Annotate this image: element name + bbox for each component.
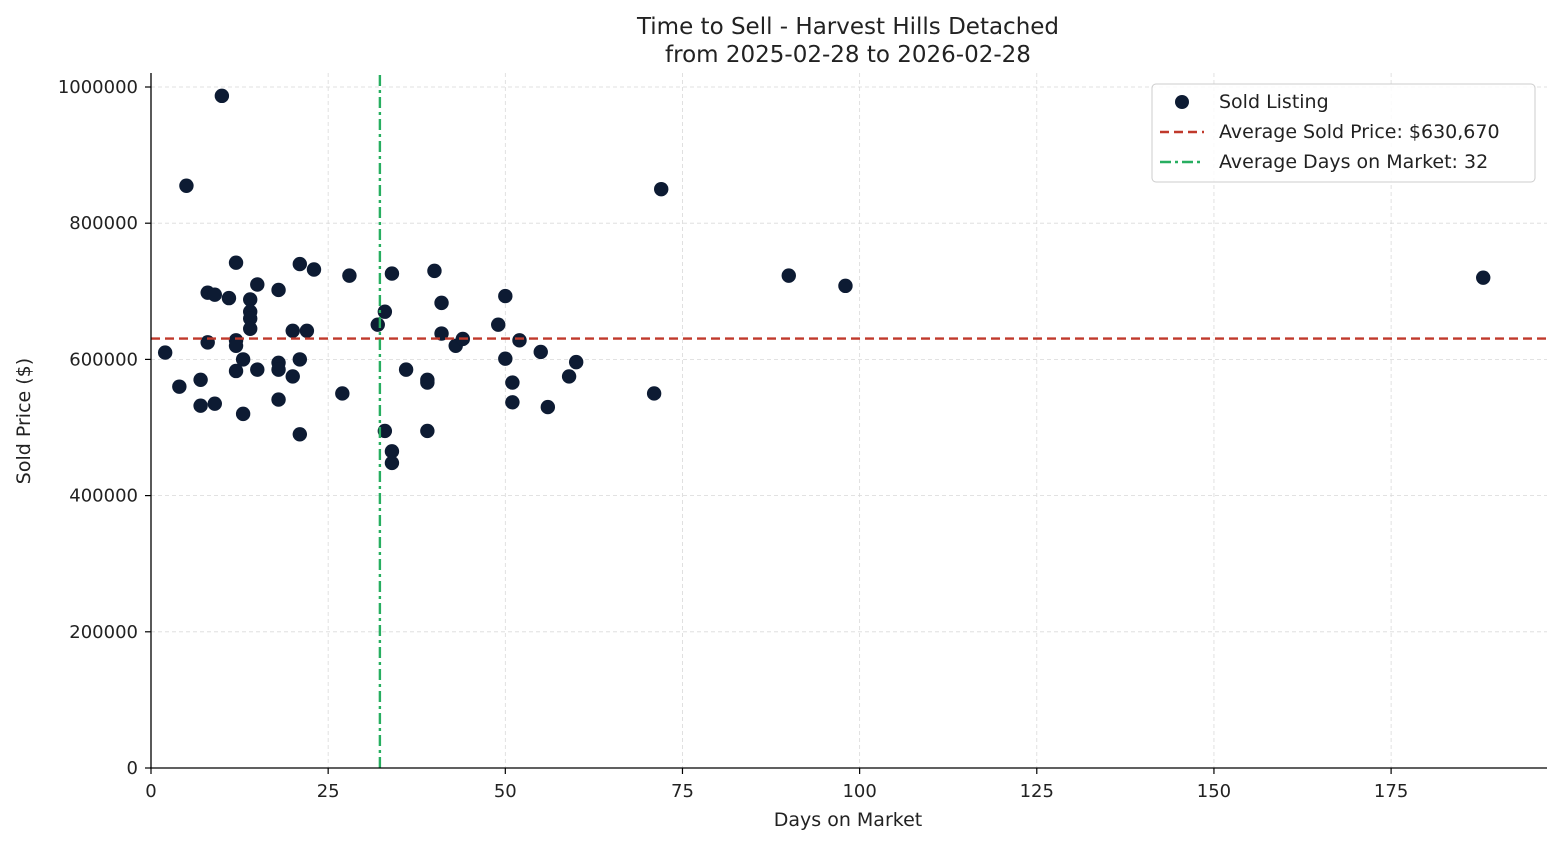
- axes: [150, 73, 1547, 769]
- data-point: [505, 375, 520, 390]
- data-point: [342, 268, 357, 283]
- data-point: [498, 351, 513, 366]
- data-point: [781, 268, 796, 283]
- x-axis-ticks: 0 25 50 75 100 125 150 175: [145, 768, 1408, 802]
- data-point: [646, 386, 662, 401]
- x-tick-label: 100: [842, 781, 876, 802]
- data-point: [214, 88, 230, 104]
- data-point: [512, 333, 527, 348]
- data-point: [498, 288, 513, 304]
- reference-lines: [151, 75, 1547, 768]
- data-point: [207, 287, 222, 302]
- data-point: [243, 321, 258, 336]
- data-point: [420, 423, 435, 439]
- data-point: [561, 369, 577, 384]
- data-point: [228, 338, 244, 353]
- legend-label-sold-listing: Sold Listing: [1219, 91, 1329, 113]
- data-point: [384, 455, 400, 471]
- y-tick-label: 0: [127, 758, 138, 779]
- y-tick-label: 800000: [69, 213, 138, 234]
- title-line-1: Time to Sell - Harvest Hills Detached: [636, 14, 1059, 40]
- data-point: [243, 292, 258, 307]
- data-point: [299, 323, 315, 338]
- data-point: [271, 282, 286, 298]
- data-point: [193, 398, 208, 413]
- x-tick-label: 50: [494, 781, 517, 802]
- legend-marker-sold-listing: [1175, 95, 1189, 109]
- data-point: [398, 362, 414, 377]
- data-point: [427, 263, 442, 279]
- data-point: [306, 262, 322, 277]
- chart-title: Time to Sell - Harvest Hills Detached fr…: [636, 14, 1059, 68]
- data-point: [370, 317, 385, 332]
- data-point: [228, 255, 244, 270]
- data-point: [838, 278, 853, 294]
- data-point: [384, 444, 400, 459]
- y-axis-ticks: 0 200000 400000 600000 800000 1000000: [58, 77, 151, 779]
- data-point: [193, 372, 208, 388]
- data-point: [292, 352, 308, 367]
- data-point: [384, 266, 400, 281]
- data-point: [271, 362, 286, 377]
- data-point: [434, 326, 449, 341]
- data-point: [377, 423, 393, 439]
- data-point: [235, 406, 251, 422]
- data-point: [533, 344, 548, 360]
- data-point: [1476, 270, 1491, 285]
- data-point: [271, 392, 286, 407]
- data-point: [179, 178, 194, 193]
- data-point: [250, 277, 265, 292]
- x-tick-label: 0: [145, 781, 156, 802]
- data-point: [235, 352, 251, 367]
- data-point: [377, 304, 393, 319]
- data-point: [250, 362, 265, 377]
- data-point: [292, 256, 308, 272]
- legend-label-avg-days: Average Days on Market: 32: [1219, 151, 1488, 173]
- x-tick-label: 125: [1020, 781, 1054, 802]
- legend-label-avg-price: Average Sold Price: $630,670: [1219, 121, 1500, 143]
- data-point: [207, 396, 222, 411]
- data-point: [434, 295, 449, 311]
- x-tick-label: 75: [671, 781, 694, 802]
- y-tick-label: 400000: [69, 486, 138, 507]
- data-point: [157, 345, 173, 360]
- data-point: [243, 311, 258, 326]
- data-point: [335, 386, 350, 401]
- x-axis-label: Days on Market: [774, 809, 922, 831]
- data-point: [540, 399, 556, 415]
- data-point: [285, 323, 300, 338]
- data-point: [568, 354, 584, 370]
- data-point: [505, 395, 520, 410]
- x-tick-label: 175: [1374, 781, 1408, 802]
- data-point: [292, 427, 308, 442]
- y-tick-label: 600000: [69, 349, 138, 370]
- legend-box: [1151, 83, 1536, 183]
- data-point: [420, 375, 435, 390]
- y-tick-label: 200000: [69, 622, 138, 643]
- data-point: [228, 363, 244, 379]
- legend: Sold Listing Average Sold Price: $630,67…: [1151, 83, 1536, 183]
- x-tick-label: 150: [1197, 781, 1231, 802]
- x-tick-label: 25: [317, 781, 340, 802]
- data-point: [491, 317, 506, 332]
- y-axis-label: Sold Price ($): [13, 358, 35, 484]
- data-point: [654, 181, 669, 197]
- data-point: [285, 369, 300, 384]
- title-line-2: from 2025-02-28 to 2026-02-28: [665, 42, 1031, 68]
- data-point: [221, 290, 237, 306]
- data-point: [172, 379, 187, 394]
- y-tick-label: 1000000: [58, 77, 138, 98]
